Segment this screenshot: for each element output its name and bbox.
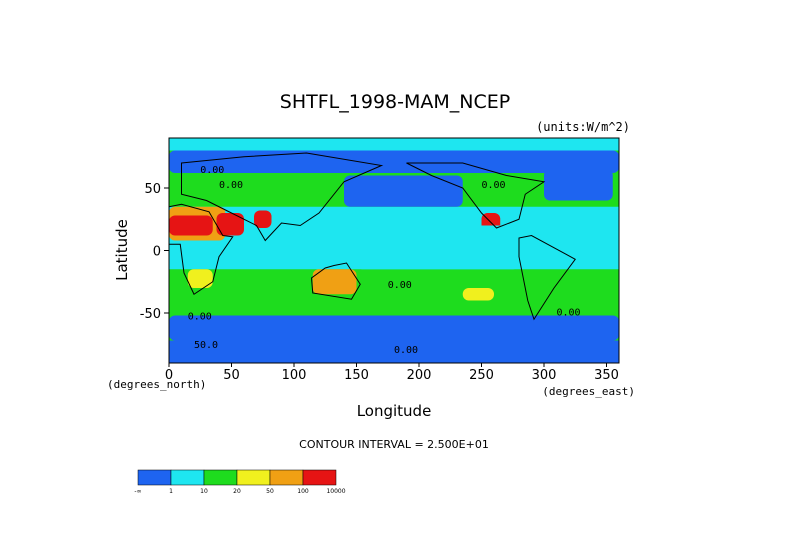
contour-label: 0.00	[482, 180, 506, 191]
region-arctic-band	[169, 150, 619, 173]
y-axis-label: Latitude	[113, 219, 131, 281]
contour-label: 0.00	[388, 280, 412, 291]
x-tick-label: 50	[223, 368, 240, 383]
contour-label: 0.00	[200, 165, 224, 176]
coastline-4	[181, 152, 384, 242]
y-tick-label: -50	[140, 307, 161, 322]
x-tick-label: 150	[344, 368, 369, 383]
x-tick-label: 350	[594, 368, 619, 383]
colorbar-tick-label: -∞	[134, 488, 141, 495]
region-sahara-core	[169, 215, 213, 236]
colorbar-tick-label: 50	[266, 488, 274, 495]
colorbar-tick-label: 20	[233, 488, 241, 495]
x-axis-label: Longitude	[357, 402, 432, 420]
units-label: (units:W/m^2)	[536, 120, 630, 134]
coastline-2	[518, 234, 576, 321]
coastline-1	[310, 262, 361, 300]
y-axis-ticks: 50 0 -50	[140, 182, 169, 322]
region-north-atlantic	[544, 169, 613, 201]
plot-area: 0.00 0.00 0.00 0.00 0.00 0.00 50.0 0.00	[168, 137, 620, 364]
x-tick-label: 100	[282, 368, 307, 383]
y-tick-label: 50	[144, 182, 161, 197]
contour-label: 0.00	[557, 308, 581, 319]
contour-label: 50.0	[194, 340, 218, 351]
colorbar-swatch	[302, 469, 337, 486]
x-unit-left: (degrees_north)	[107, 378, 206, 391]
colorbar-swatch	[170, 469, 205, 486]
y-tick-label: 0	[153, 245, 161, 260]
region-south-pacific-yellow	[462, 288, 494, 301]
region-thar-india	[254, 210, 272, 228]
colorbar-tick-label: 10	[200, 488, 208, 495]
region-southern-africa	[187, 269, 213, 288]
colorbar-swatch	[236, 469, 271, 486]
colorbar-tick-label: 10000	[326, 488, 345, 495]
x-axis-ticks: 0 50 100 150 200 250 300 350	[165, 363, 619, 383]
region-australia	[312, 269, 357, 295]
polar-band	[169, 138, 619, 151]
x-tick-label: 200	[407, 368, 432, 383]
region-southern-ocean-band	[169, 315, 619, 341]
x-tick-label: 300	[532, 368, 557, 383]
x-unit-right: (degrees_east)	[542, 385, 635, 398]
x-tick-label: 250	[469, 368, 494, 383]
colorbar-swatch	[137, 469, 172, 486]
colorbar: -∞ 1 10 20 50 100 10000	[134, 469, 346, 495]
colorbar-tick-label: 100	[297, 488, 309, 495]
coastline-3	[406, 162, 546, 229]
colorbar-swatch	[269, 469, 304, 486]
contour-label: 0.00	[219, 180, 243, 191]
region-arabia	[216, 213, 244, 236]
contour-interval-label: CONTOUR INTERVAL = 2.500E+01	[299, 438, 489, 451]
contour-label: 0.00	[394, 345, 418, 356]
region-tropical-pacific	[356, 225, 519, 270]
contour-label: 0.00	[188, 311, 212, 322]
chart-title: SHTFL_1998-MAM_NCEP	[280, 91, 510, 113]
colorbar-swatch	[203, 469, 238, 486]
antarctic-band	[169, 340, 619, 363]
x-tick-label: 0	[165, 368, 173, 383]
colorbar-tick-label: 1	[169, 488, 173, 495]
region-north-pacific	[344, 175, 463, 207]
